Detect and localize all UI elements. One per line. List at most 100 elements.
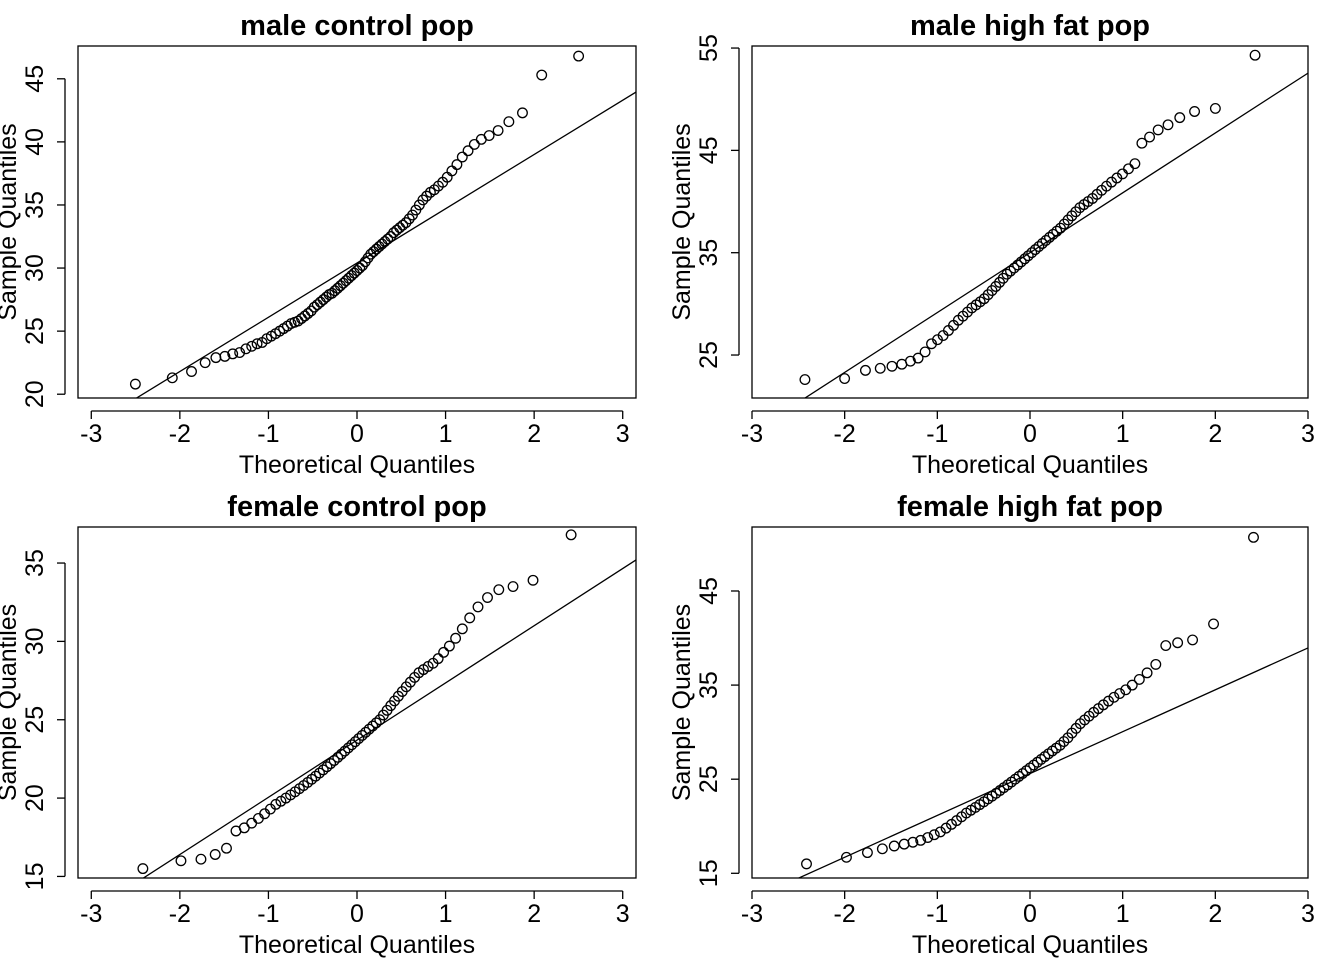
x-axis-label: Theoretical Quantiles — [239, 451, 475, 479]
qq-point — [314, 767, 325, 779]
y-tick-label: 25 — [21, 317, 49, 345]
y-tick-label: 30 — [21, 627, 49, 655]
qq-point — [1044, 231, 1055, 243]
x-tick-label: 3 — [616, 420, 630, 448]
x-tick-label: -1 — [926, 420, 948, 448]
qq-point — [137, 863, 149, 875]
y-axis: 25 35 45 55 Sample Quantiles — [668, 34, 740, 369]
qq-point — [907, 836, 919, 848]
qq-point — [1174, 112, 1186, 124]
qq-point — [311, 299, 323, 311]
x-tick-label: 3 — [616, 900, 630, 928]
x-tick-label: -2 — [169, 900, 191, 928]
x-axis-label: Theoretical Quantiles — [912, 451, 1148, 479]
qq-point — [1001, 268, 1013, 280]
qq-point — [493, 584, 505, 596]
qq-point — [1129, 158, 1141, 170]
qq-point — [1058, 218, 1070, 230]
qq-point — [934, 826, 946, 838]
x-axis: -3 -2 -1 0 1 2 3 Theoretical Quantiles — [80, 890, 630, 959]
qq-point — [928, 829, 940, 841]
qq-point — [1126, 679, 1138, 691]
qq-point — [370, 717, 382, 729]
y-tick-label: 35 — [695, 239, 723, 267]
qq-point — [573, 50, 585, 62]
qq-point — [317, 764, 329, 776]
qq-point — [922, 832, 934, 843]
qq-point — [507, 581, 519, 592]
y-tick-label: 40 — [21, 128, 49, 156]
y-axis-label: Sample Quantiles — [668, 123, 696, 320]
qq-reference-line — [142, 559, 636, 878]
qq-point — [483, 130, 495, 142]
qq-point — [1162, 119, 1174, 131]
qq-point — [240, 343, 252, 355]
qq-point — [340, 275, 352, 287]
qq-point — [527, 574, 539, 586]
plot-title: female control pop — [227, 491, 486, 523]
qq-point — [335, 748, 347, 760]
qq-point — [343, 272, 355, 284]
qq-point — [349, 736, 361, 748]
y-tick-label: 30 — [21, 254, 49, 282]
x-axis-label: Theoretical Quantiles — [239, 931, 475, 959]
qq-point — [328, 755, 340, 766]
qq-point — [888, 840, 900, 852]
y-tick-label: 20 — [21, 784, 49, 812]
y-axis-label: Sample Quantiles — [668, 604, 696, 801]
x-tick-label: -3 — [741, 420, 763, 448]
qq-point — [339, 745, 351, 757]
qq-point — [565, 529, 577, 541]
y-tick-label: 45 — [695, 577, 723, 605]
qq-point — [839, 373, 851, 385]
qq-panel-3: female control pop -3 -2 -1 0 1 2 3 Theoretical … — [0, 491, 637, 959]
qq-point — [421, 190, 433, 202]
qq-point — [898, 838, 910, 850]
qq-point — [1172, 637, 1184, 649]
qq-point — [1033, 241, 1045, 253]
qq-point — [332, 282, 344, 294]
qq-point — [503, 116, 515, 128]
qq-point — [1108, 691, 1120, 703]
qq-point — [1103, 695, 1114, 707]
qq-point — [234, 347, 246, 359]
qq-point — [841, 851, 852, 863]
qq-point — [321, 761, 333, 773]
qq-point — [360, 726, 372, 738]
qq-point — [982, 289, 994, 301]
qq-point — [1189, 106, 1201, 117]
qq-point — [536, 69, 548, 81]
qq-point — [1208, 618, 1219, 630]
plot-title: male control pop — [240, 10, 474, 42]
qq-point — [314, 296, 326, 308]
y-tick-label: 15 — [21, 863, 49, 891]
qq-point — [1160, 640, 1172, 652]
y-tick-label: 25 — [695, 765, 723, 793]
qq-point — [451, 159, 463, 171]
x-tick-label: -2 — [169, 420, 191, 448]
x-tick-label: -2 — [834, 420, 856, 448]
qq-point — [859, 364, 871, 376]
x-tick-label: 1 — [1116, 420, 1130, 448]
y-axis: 20 25 30 35 40 45 Sample Quantiles — [0, 65, 66, 408]
qq-point — [1133, 673, 1145, 685]
qq-point — [1036, 238, 1048, 249]
y-tick-label: 55 — [695, 34, 723, 62]
qq-panel-1: male control pop -3 -2 -1 0 1 2 3 Theoretical Qu… — [0, 10, 637, 479]
qq-point — [874, 362, 886, 374]
qq-point — [1136, 137, 1148, 149]
qq-point — [246, 340, 258, 352]
qq-point — [417, 194, 429, 206]
qq-point — [1248, 531, 1259, 543]
qq-point — [379, 236, 391, 248]
x-tick-label: 0 — [1023, 420, 1037, 448]
qq-point — [346, 270, 357, 282]
y-axis-label: Sample Quantiles — [0, 604, 22, 801]
x-tick-label: 3 — [1301, 900, 1315, 928]
qq-point — [382, 233, 394, 245]
qq-point — [438, 646, 450, 658]
qq-point — [1040, 234, 1052, 246]
qq-reference-line — [803, 72, 1308, 398]
qq-point — [1058, 736, 1070, 748]
